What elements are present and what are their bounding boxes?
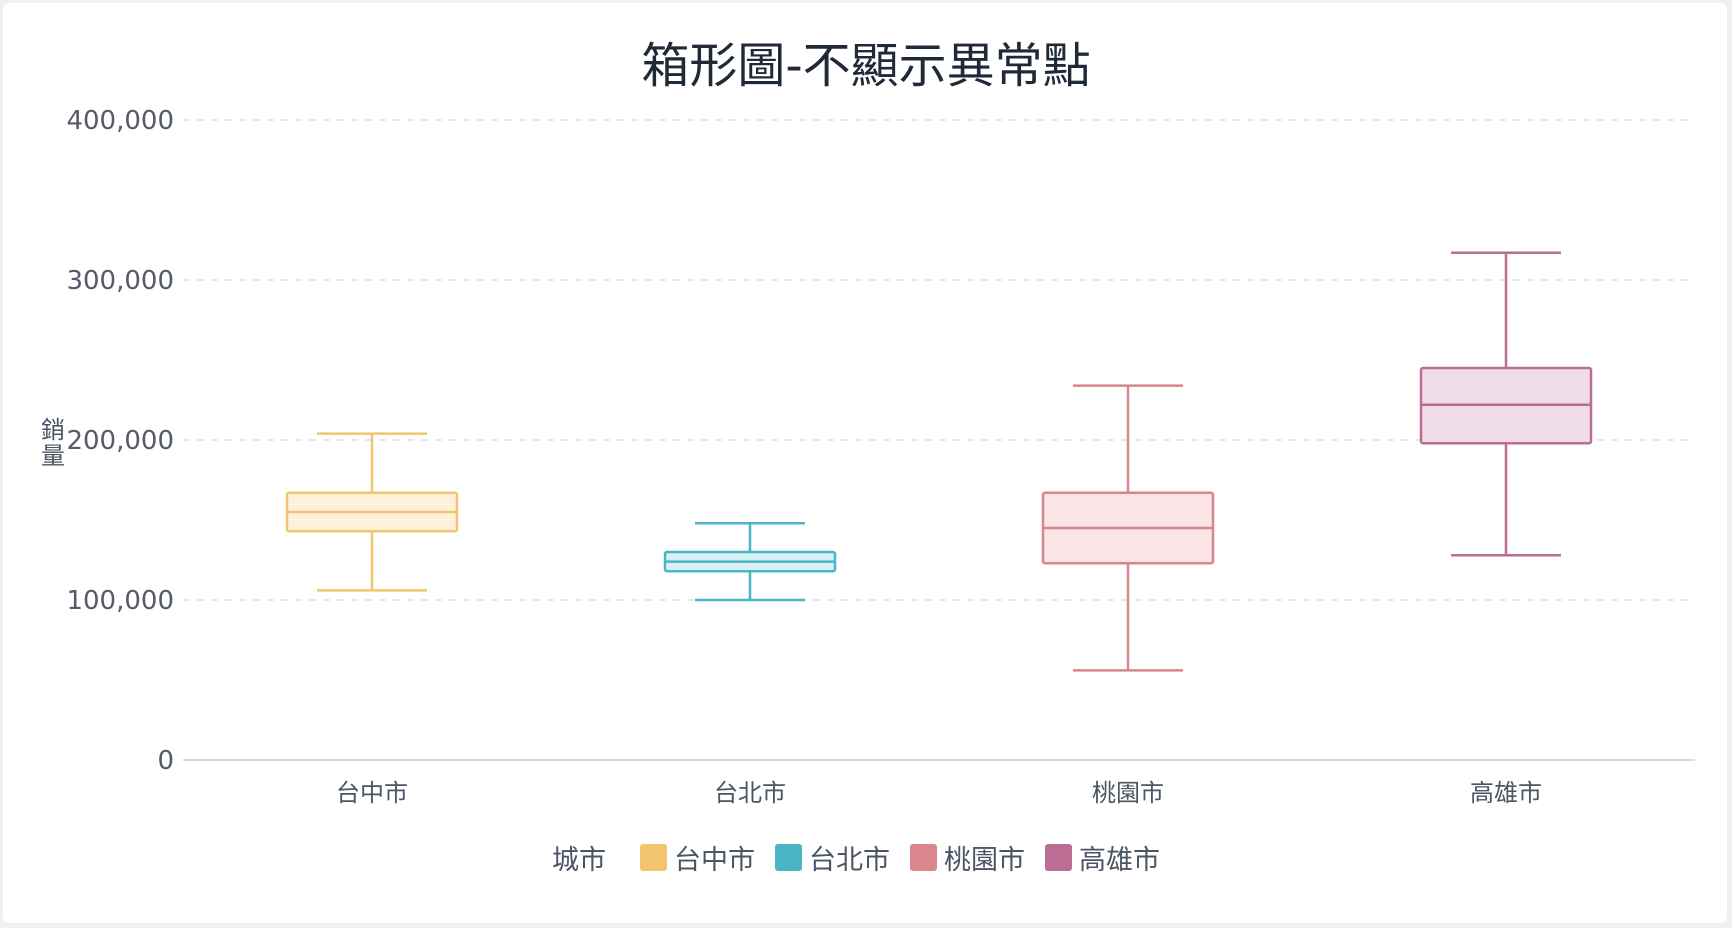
y-tick-label: 400,000 bbox=[66, 106, 174, 136]
legend-label: 高雄市 bbox=[1079, 845, 1160, 876]
legend-label: 桃園市 bbox=[944, 845, 1025, 876]
legend-swatch bbox=[910, 844, 937, 871]
legend-item-2[interactable]: 台北市 bbox=[775, 838, 890, 877]
chart-title: 箱形圖-不顯示異常點 bbox=[641, 38, 1091, 94]
legend-item-3[interactable]: 桃園市 bbox=[910, 838, 1025, 877]
y-tick-label: 300,000 bbox=[66, 266, 174, 296]
legend: 城市 台中市 台北市 桃園市 高雄市 bbox=[0, 838, 1732, 877]
box-3 bbox=[1041, 384, 1215, 672]
legend-label: 台北市 bbox=[809, 845, 890, 876]
y-tick-label: 200,000 bbox=[66, 426, 174, 456]
box-2 bbox=[663, 521, 837, 602]
x-tick-label: 台中市 bbox=[336, 779, 408, 807]
box-4 bbox=[1419, 251, 1593, 557]
legend-items: 台中市 台北市 桃園市 高雄市 bbox=[640, 838, 1180, 877]
x-tick-label: 高雄市 bbox=[1470, 779, 1542, 807]
y-tick-label: 0 bbox=[157, 746, 174, 776]
legend-swatch bbox=[1045, 844, 1072, 871]
x-tick-label: 桃園市 bbox=[1092, 779, 1164, 807]
legend-swatch bbox=[640, 844, 667, 871]
legend-item-4[interactable]: 高雄市 bbox=[1045, 838, 1160, 877]
y-axis: 0 100,000 200,000 300,000 400,000 bbox=[66, 106, 174, 776]
legend-label: 台中市 bbox=[674, 845, 755, 876]
legend-item-1[interactable]: 台中市 bbox=[640, 838, 755, 877]
x-axis: 台中市 台北市 桃園市 高雄市 bbox=[183, 759, 1695, 807]
y-tick-label: 100,000 bbox=[66, 586, 174, 616]
chart-card bbox=[3, 3, 1727, 923]
y-axis-label: 銷量 bbox=[41, 416, 65, 470]
boxes bbox=[285, 251, 1593, 672]
legend-swatch bbox=[775, 844, 802, 871]
legend-title: 城市 bbox=[552, 845, 606, 876]
box-1 bbox=[285, 432, 459, 592]
x-tick-label: 台北市 bbox=[714, 779, 786, 807]
